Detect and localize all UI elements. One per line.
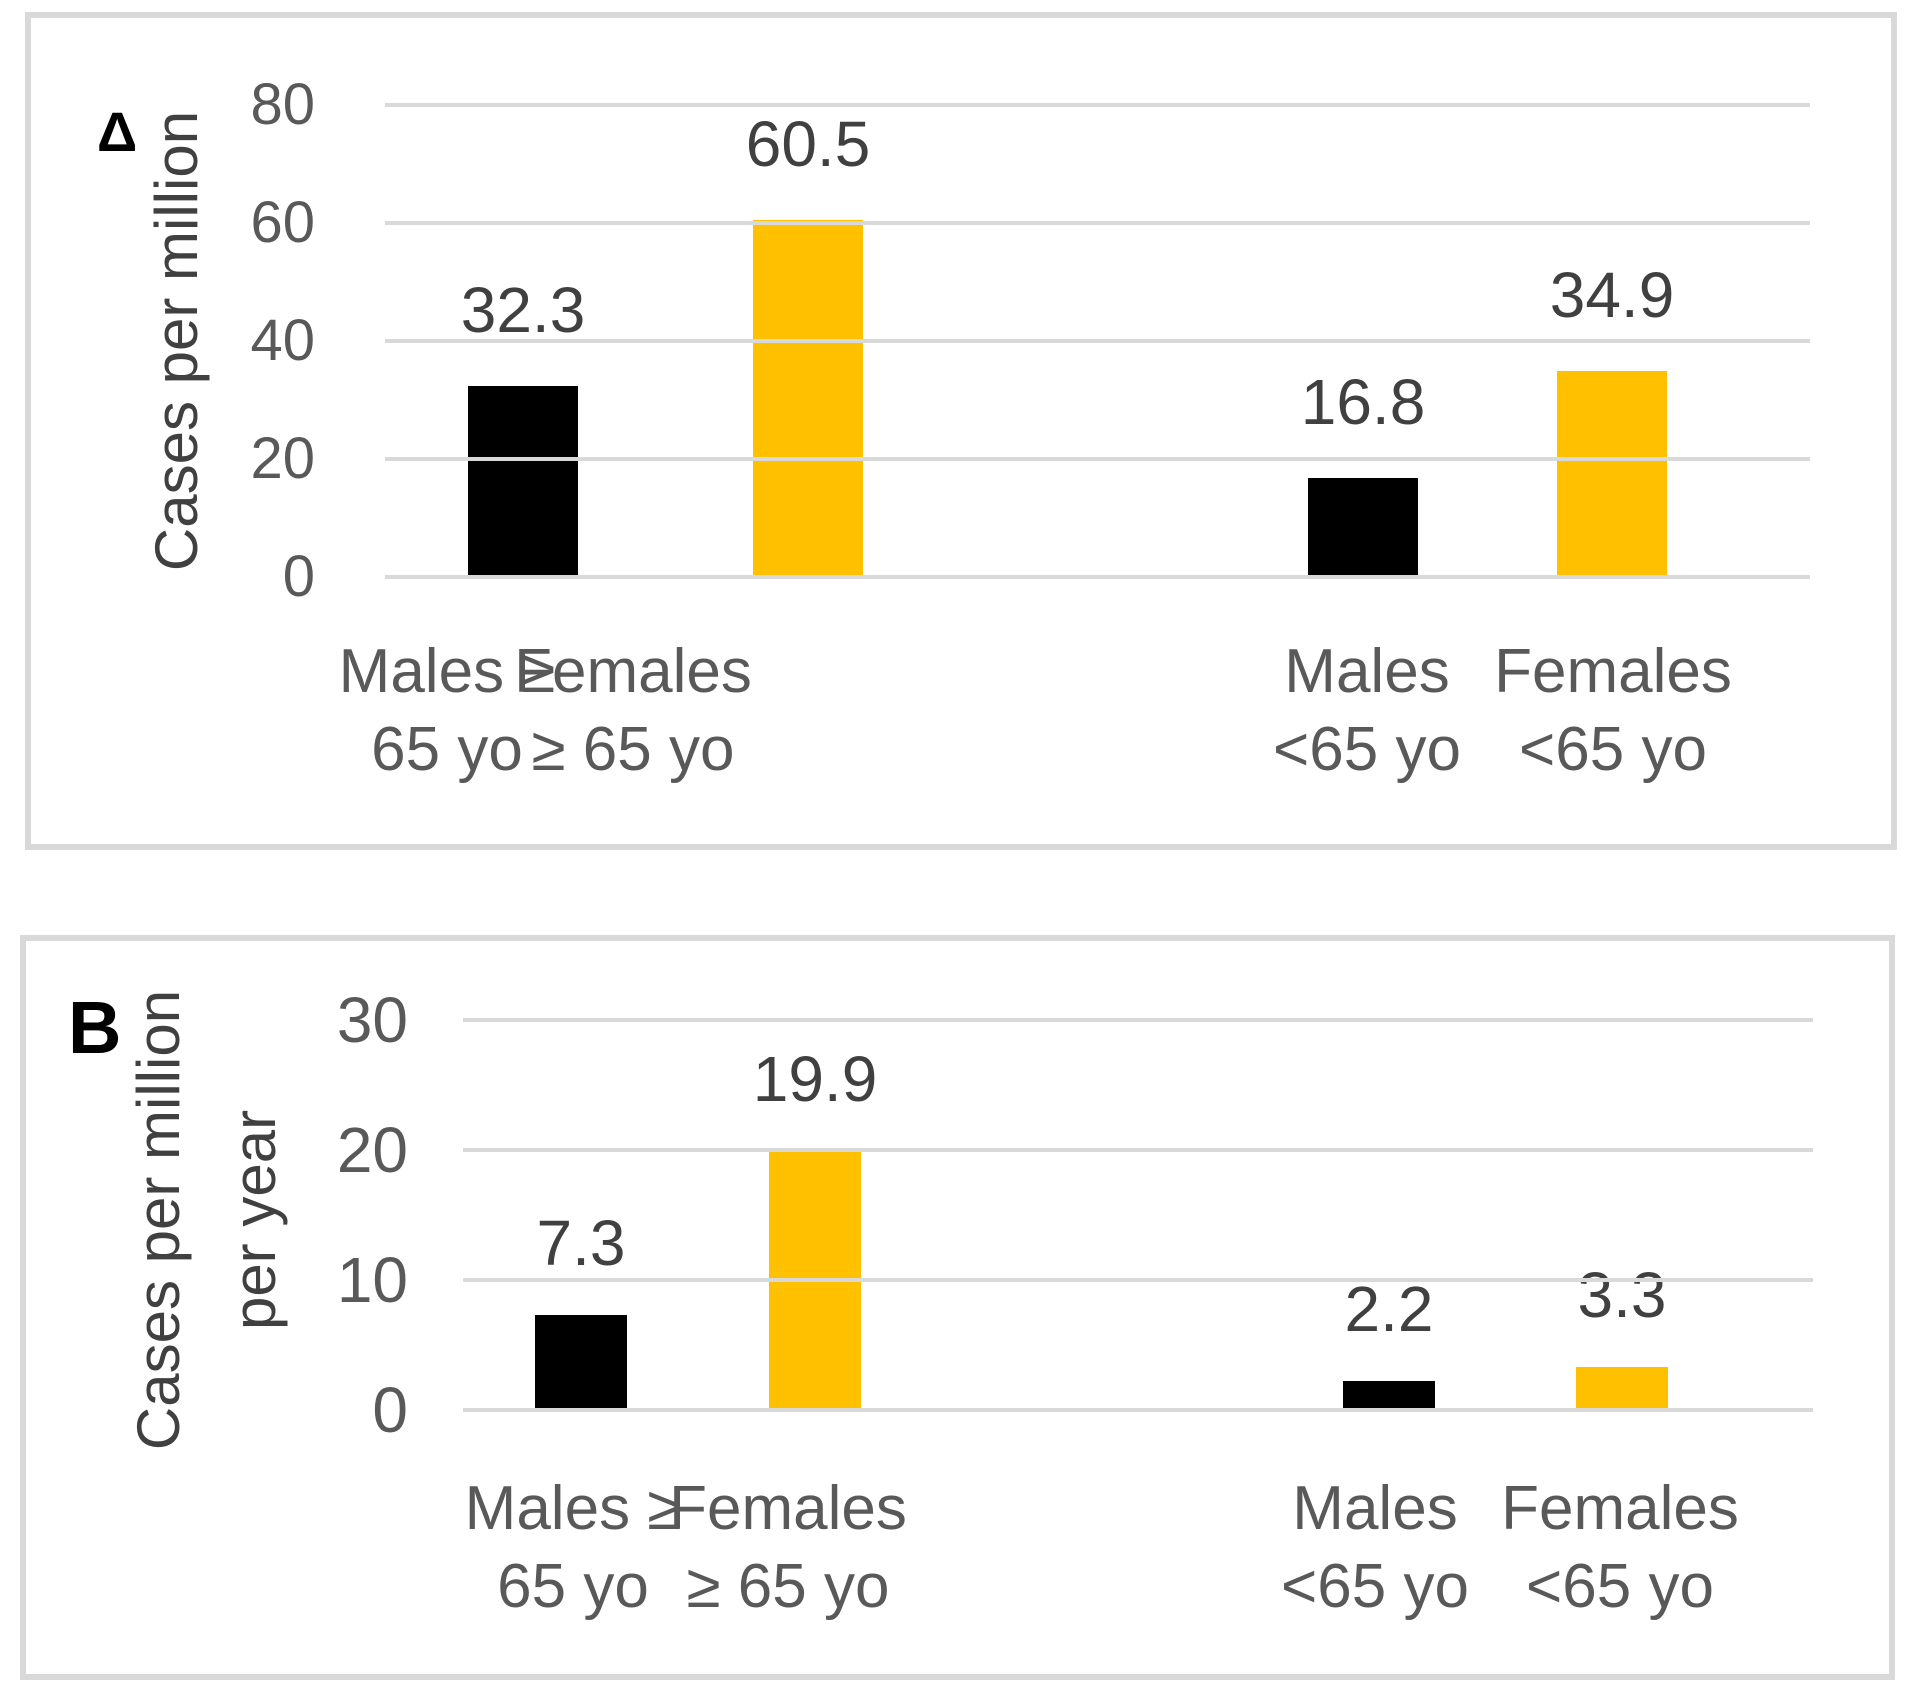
gridline (385, 103, 1810, 107)
gridline (463, 1018, 1813, 1022)
x-category-line: <65 yo (1273, 715, 1461, 784)
panel-a-label: Δ (97, 100, 138, 163)
bar (1343, 1381, 1435, 1410)
y-axis-tick-label: 20 (250, 426, 315, 491)
gridline (463, 1408, 1813, 1412)
bar (1308, 477, 1418, 577)
bar-value-label: 16.8 (1300, 365, 1426, 438)
x-category-line: Males ≥ (338, 637, 556, 706)
x-category-line: 65 yo (371, 715, 523, 784)
y-axis-tick-label: 40 (250, 308, 315, 373)
panel-b-plot-area: 7.3 19.9 2.2 3.3 Males ≥ 65 yo Females ≥ 6… (337, 988, 1813, 1621)
x-category-line: <65 yo (1526, 1552, 1714, 1621)
bar (1576, 1367, 1668, 1410)
x-category-line: Males (1292, 1474, 1458, 1543)
bar (753, 220, 863, 577)
x-category-line: ≥ 65 yo (686, 1552, 890, 1621)
x-category-label-females-lt65: Females <65 yo (1501, 1470, 1739, 1626)
x-category-line: ≥ 65 yo (531, 715, 735, 784)
x-category-line: Males ≥ (464, 1474, 682, 1543)
x-category-label-males-ge65: Males ≥ 65 yo (339, 633, 556, 789)
bar-value-label: 19.9 (752, 1043, 878, 1116)
panel-b: B Cases per million per year 7.3 19.9 2.… (20, 935, 1895, 1680)
y-axis-tick-label: 80 (250, 72, 315, 137)
panel-b-y-axis-title-line-1: Cases per million (125, 989, 192, 1451)
gridline (385, 575, 1810, 579)
panel-b-y-axis-title-line-2: per year (221, 1109, 288, 1331)
x-category-line: Females (669, 1474, 907, 1543)
panel-a-y-axis-title: Cases per million (143, 110, 210, 572)
bar (468, 386, 578, 577)
gridline (385, 457, 1810, 461)
x-category-label-females-lt65: Females <65 yo (1494, 633, 1732, 789)
gridline (385, 339, 1810, 343)
y-axis-tick-label: 10 (336, 1244, 408, 1316)
x-category-line: <65 yo (1281, 1552, 1469, 1621)
gridline (385, 221, 1810, 225)
x-category-line: <65 yo (1519, 715, 1707, 784)
x-category-label-males-lt65: Males <65 yo (1281, 1470, 1469, 1626)
panel-a-plot-area: 32.3 60.5 16.8 34.9 Males ≥ 65 yo Females… (250, 76, 1810, 784)
bar-value-label: 2.2 (1344, 1273, 1434, 1346)
x-category-line: Females (514, 637, 752, 706)
bar (535, 1315, 627, 1410)
panel-b-label: B (68, 986, 122, 1069)
bar-value-label: 60.5 (745, 108, 871, 181)
x-category-line: Females (1494, 637, 1732, 706)
bar-value-label: 32.3 (460, 274, 586, 347)
y-axis-tick-label: 0 (372, 1374, 408, 1446)
x-category-label-males-lt65: Males <65 yo (1273, 633, 1461, 789)
gridline (463, 1148, 1813, 1152)
bar-value-label: 34.9 (1549, 259, 1675, 332)
y-axis-tick-label: 30 (336, 984, 408, 1056)
panel-b-y-axis-title: Cases per million per year (111, 990, 303, 1450)
x-category-line: Females (1501, 1474, 1739, 1543)
y-axis-tick-label: 20 (336, 1114, 408, 1186)
x-category-label-females-ge65: Females ≥ 65 yo (669, 1470, 907, 1626)
x-category-line: Males (1284, 637, 1450, 706)
panel-a: Δ Cases per million 32.3 60.5 16.8 34.9 … (25, 12, 1897, 850)
y-axis-tick-label: 0 (282, 544, 315, 609)
bar-value-label: 3.3 (1577, 1259, 1667, 1332)
bar (1557, 371, 1667, 577)
x-category-line: 65 yo (497, 1552, 649, 1621)
y-axis-tick-label: 60 (250, 190, 315, 255)
x-category-label-males-ge65: Males ≥ 65 yo (465, 1470, 682, 1626)
x-category-label-females-ge65: Females ≥ 65 yo (514, 633, 752, 789)
bar-value-label: 7.3 (536, 1207, 626, 1280)
gridline (463, 1278, 1813, 1282)
